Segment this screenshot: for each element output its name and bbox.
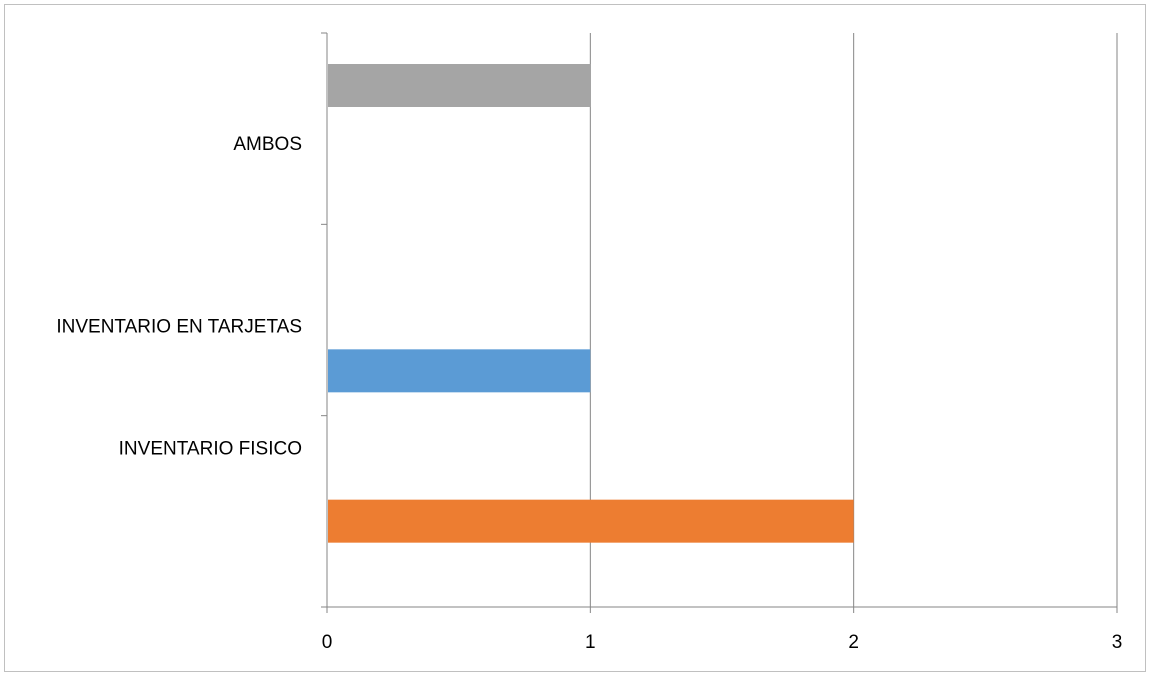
x-tick-label: 0	[322, 632, 333, 653]
chart-frame	[4, 4, 1146, 672]
y-category-label: AMBOS	[233, 134, 302, 155]
y-category-label: INVENTARIO EN TARJETAS	[56, 316, 302, 337]
bar-inventario-en-tarjetas	[328, 349, 591, 393]
x-tick-label: 1	[585, 632, 596, 653]
bars	[328, 64, 854, 543]
bar-inventario-fisico	[328, 499, 854, 543]
labels: 0 1 2 3 INVENTARIO FISICO INVENTARIO EN TARJE…	[56, 134, 1122, 653]
axes	[321, 32, 1118, 613]
y-category-label: INVENTARIO FISICO	[119, 439, 302, 460]
x-tick-label: 2	[848, 632, 859, 653]
bar-ambos	[328, 64, 591, 107]
x-tick-label: 3	[1112, 632, 1123, 653]
